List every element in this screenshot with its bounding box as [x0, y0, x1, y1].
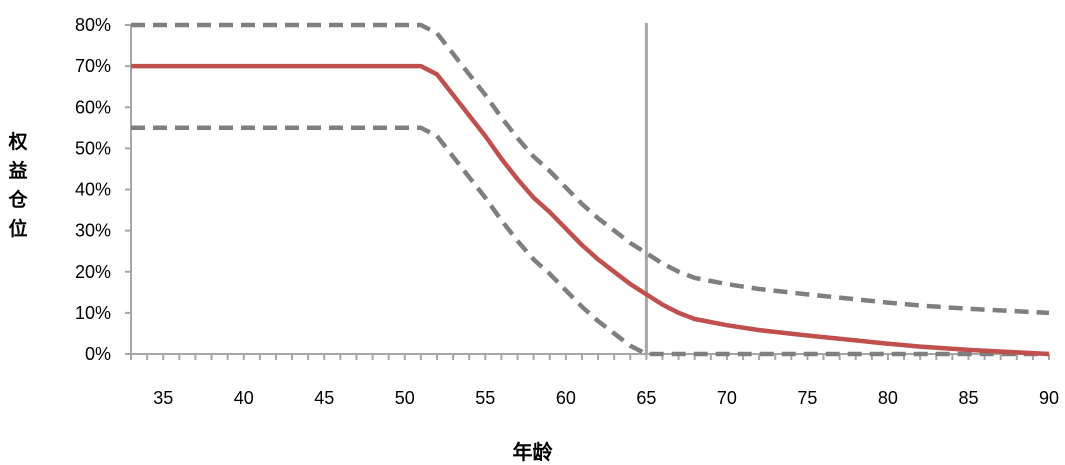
- y-tick-label: 30%: [75, 221, 111, 241]
- upper-bound-series-line: [131, 22, 1050, 316]
- y-tick-label: 60%: [75, 97, 111, 117]
- series-lines: [131, 22, 1050, 357]
- x-tick-label: 70: [717, 388, 737, 408]
- y-tick-label: 70%: [75, 56, 111, 76]
- x-tick-label: 65: [636, 388, 656, 408]
- x-tick-label: 60: [556, 388, 576, 408]
- y-tick-label: 40%: [75, 180, 111, 200]
- x-tick-label: 90: [1039, 388, 1059, 408]
- y-tick-label: 50%: [75, 138, 111, 158]
- x-tick-label: 80: [878, 388, 898, 408]
- y-tick-label: 10%: [75, 303, 111, 323]
- x-tick-label: 85: [958, 388, 978, 408]
- x-tick-label: 35: [153, 388, 173, 408]
- x-tick-label: 45: [314, 388, 334, 408]
- x-tick-label: 40: [234, 388, 254, 408]
- x-axis-tick-labels: 35 40 45 50 55 60 65 70 75 80 85 90: [153, 388, 1059, 408]
- y-axis-tick-labels: 0% 10% 20% 30% 40% 50% 60% 70% 80%: [75, 15, 111, 364]
- y-axis-label: 权益仓位: [8, 131, 28, 240]
- x-axis-label: 年龄: [512, 440, 553, 464]
- y-tick-label: 20%: [75, 262, 111, 282]
- y-tick-label: 80%: [75, 15, 111, 35]
- y-axis-tick-marks: [125, 24, 131, 355]
- x-tick-label: 50: [395, 388, 415, 408]
- y-tick-label: 0%: [85, 344, 111, 364]
- x-tick-label: 75: [797, 388, 817, 408]
- x-tick-label: 55: [475, 388, 495, 408]
- lower-bound-series-line: [131, 125, 1049, 357]
- main-series-line: [131, 63, 1050, 357]
